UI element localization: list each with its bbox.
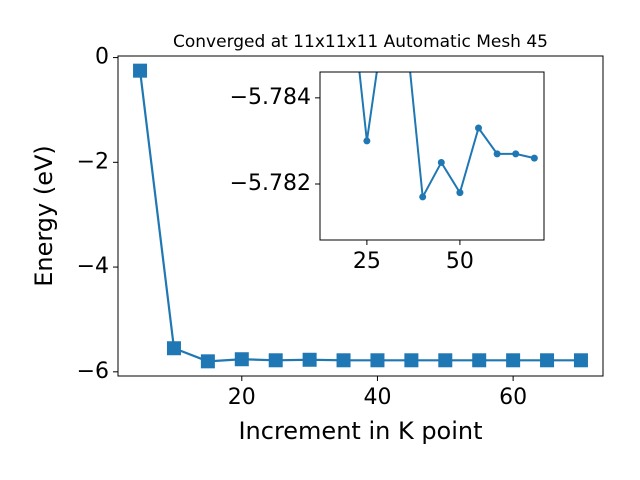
marker — [419, 193, 427, 201]
x-tick-label: 40 — [363, 385, 391, 410]
marker — [336, 353, 351, 368]
x-tick-label: 20 — [228, 385, 256, 410]
x-tick-label: 25 — [353, 249, 381, 274]
y-tick-label: −4 — [77, 254, 109, 279]
plot-frame — [319, 71, 545, 241]
marker — [512, 150, 520, 158]
plot-content — [133, 63, 588, 369]
marker — [382, 8, 389, 15]
y-tick-label: −5.784 — [230, 85, 311, 110]
marker — [472, 353, 487, 368]
marker — [133, 63, 148, 78]
marker — [268, 353, 283, 368]
x-tick-label: 60 — [499, 385, 527, 410]
x-tick-label: 50 — [446, 249, 474, 274]
marker — [401, 8, 408, 15]
marker — [404, 353, 419, 368]
marker — [437, 158, 445, 166]
marker — [370, 353, 385, 368]
marker — [363, 137, 371, 145]
marker — [530, 154, 538, 162]
marker — [438, 353, 453, 368]
marker — [506, 353, 521, 368]
plot-area — [320, 72, 544, 240]
plot-content — [358, 8, 538, 201]
y-tick-label: −5.782 — [230, 171, 311, 196]
y-tick-label: 0 — [95, 45, 109, 70]
marker — [456, 189, 464, 197]
marker — [493, 150, 501, 158]
x-axis-label: Increment in K point — [238, 417, 482, 445]
plot-frame — [117, 55, 604, 377]
marker — [234, 352, 249, 367]
marker — [540, 353, 555, 368]
y-axis-label: Energy (eV) — [30, 145, 58, 287]
y-tick-label: −6 — [77, 359, 109, 384]
marker — [302, 352, 317, 367]
marker — [166, 341, 181, 356]
marker — [475, 124, 483, 132]
chart-title: Converged at 11x11x11 Automatic Mesh 45 — [173, 32, 548, 52]
marker — [573, 353, 588, 368]
y-tick-label: −2 — [77, 149, 109, 174]
marker — [200, 354, 215, 369]
